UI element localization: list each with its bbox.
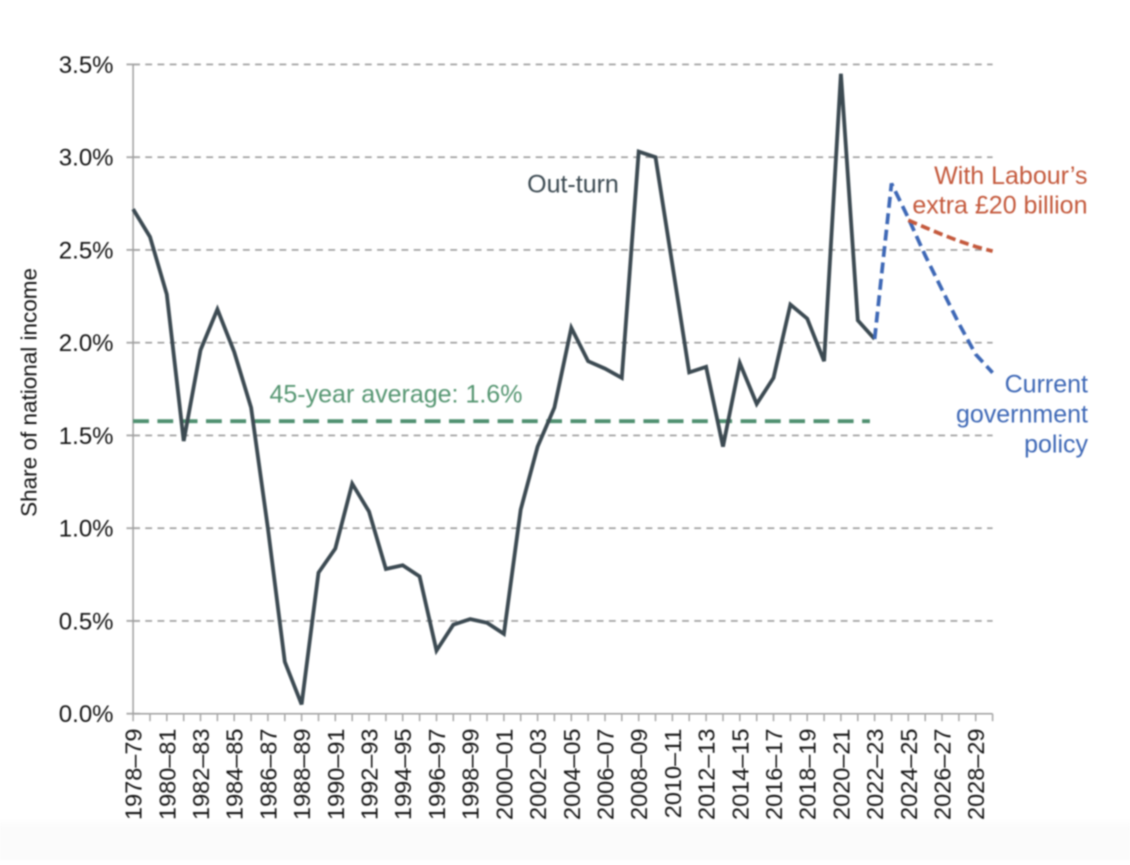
svg-text:1.0%: 1.0%	[59, 516, 114, 543]
svg-text:2024–25: 2024–25	[896, 729, 922, 821]
svg-text:2026–27: 2026–27	[930, 729, 956, 821]
svg-text:1984–85: 1984–85	[222, 729, 248, 821]
svg-text:2000–01: 2000–01	[491, 729, 517, 821]
svg-text:2028–29: 2028–29	[963, 729, 989, 821]
svg-text:2.0%: 2.0%	[59, 330, 114, 357]
svg-text:1988–89: 1988–89	[289, 729, 315, 821]
svg-text:45-year average: 1.6%: 45-year average: 1.6%	[270, 381, 523, 409]
svg-text:2010–11: 2010–11	[660, 729, 686, 819]
svg-text:Share of national income: Share of national income	[17, 268, 42, 517]
svg-text:2.5%: 2.5%	[59, 237, 114, 264]
svg-text:2014–15: 2014–15	[727, 729, 753, 821]
svg-text:1992–93: 1992–93	[357, 729, 383, 821]
svg-text:1.5%: 1.5%	[59, 423, 114, 450]
svg-text:government: government	[956, 401, 1088, 429]
svg-text:1994–95: 1994–95	[390, 729, 416, 821]
svg-text:0.0%: 0.0%	[59, 701, 114, 728]
svg-text:1986–87: 1986–87	[255, 729, 281, 821]
svg-text:2004–05: 2004–05	[559, 729, 585, 821]
svg-text:2018–19: 2018–19	[795, 729, 821, 821]
svg-text:With Labour’s: With Labour’s	[934, 162, 1087, 190]
svg-text:policy: policy	[1024, 431, 1088, 459]
svg-text:1982–83: 1982–83	[188, 729, 214, 821]
svg-text:extra £20 billion: extra £20 billion	[912, 192, 1087, 220]
svg-text:2006–07: 2006–07	[593, 729, 619, 821]
svg-text:Out-turn: Out-turn	[527, 170, 619, 198]
svg-text:0.5%: 0.5%	[59, 608, 114, 635]
svg-text:1998–99: 1998–99	[458, 729, 484, 821]
svg-text:2008–09: 2008–09	[626, 729, 652, 821]
svg-text:Current: Current	[1005, 371, 1088, 399]
svg-text:1980–81: 1980–81	[154, 729, 180, 821]
svg-text:2012–13: 2012–13	[694, 729, 720, 821]
svg-text:2016–17: 2016–17	[761, 729, 787, 821]
svg-text:1996–97: 1996–97	[424, 729, 450, 821]
svg-text:2002–03: 2002–03	[525, 729, 551, 821]
svg-text:1978–79: 1978–79	[121, 729, 147, 821]
svg-text:3.0%: 3.0%	[59, 145, 114, 172]
svg-text:2022–23: 2022–23	[862, 729, 888, 821]
svg-text:3.5%: 3.5%	[59, 52, 114, 79]
svg-text:2020–21: 2020–21	[828, 729, 854, 821]
svg-text:1990–91: 1990–91	[323, 729, 349, 821]
